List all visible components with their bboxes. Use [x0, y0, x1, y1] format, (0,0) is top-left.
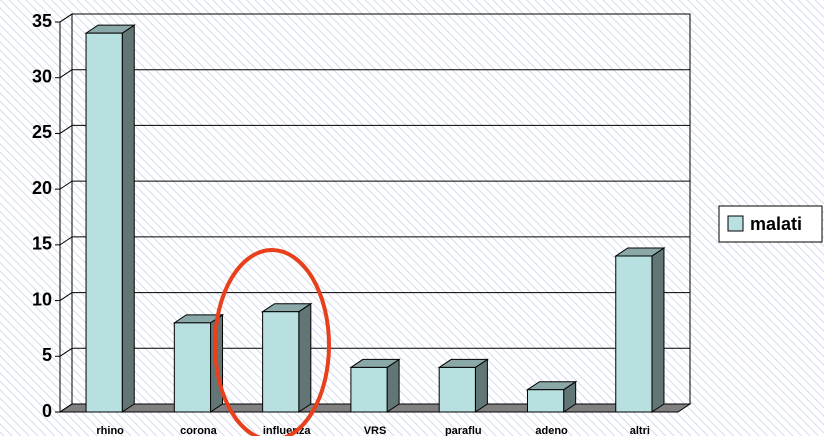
x-tick-label: adeno — [535, 425, 568, 436]
grid-line-side — [59, 236, 73, 246]
highlight-ellipse — [213, 248, 331, 436]
bar — [614, 247, 666, 413]
x-tick-label: rhino — [96, 425, 124, 436]
bar-front — [173, 322, 212, 413]
bar-front — [526, 389, 565, 413]
grid-line-side — [59, 403, 73, 413]
grid-line-side — [59, 180, 73, 190]
y-tick-label: 15 — [32, 234, 52, 254]
bar-side — [121, 24, 135, 413]
bar-side — [298, 302, 312, 413]
grid-line-side — [59, 292, 73, 301]
bar-side — [386, 358, 400, 413]
bar — [84, 24, 136, 413]
bar-front — [438, 366, 476, 413]
x-tick-label: altri — [630, 425, 650, 436]
bar-side — [474, 358, 488, 413]
grid-line-side — [59, 69, 73, 79]
legend-swatch — [727, 215, 744, 232]
bar-front — [615, 255, 653, 413]
y-tick-label: 35 — [32, 11, 52, 31]
bar-side — [651, 247, 665, 413]
bar — [349, 358, 401, 413]
grid-line-side — [59, 13, 73, 23]
legend-label: malati — [750, 214, 802, 234]
x-tick-label: corona — [180, 425, 218, 436]
x-tick-label: influenza — [263, 425, 312, 436]
x-tick-label: paraflu — [445, 425, 482, 436]
legend: malati — [718, 205, 823, 243]
y-tick-label: 5 — [42, 345, 52, 365]
bar — [525, 380, 578, 413]
x-tick-label: VRS — [364, 425, 387, 436]
y-tick-label: 10 — [32, 289, 52, 309]
bar — [437, 358, 490, 413]
y-tick-label: 30 — [32, 66, 52, 86]
plot-area: 0 5 10 15 20 25 30 35 rhino corona influenza VRS par… — [32, 11, 692, 436]
y-tick-label: 20 — [32, 178, 52, 198]
bar-front — [350, 366, 388, 413]
grid-line-side — [59, 347, 73, 357]
bar-front — [262, 311, 300, 413]
y-tick-label: 0 — [42, 401, 52, 421]
y-tick-label: 25 — [32, 122, 52, 142]
bar — [260, 302, 313, 413]
grid-line-side — [59, 125, 73, 134]
bar-front — [85, 32, 123, 413]
